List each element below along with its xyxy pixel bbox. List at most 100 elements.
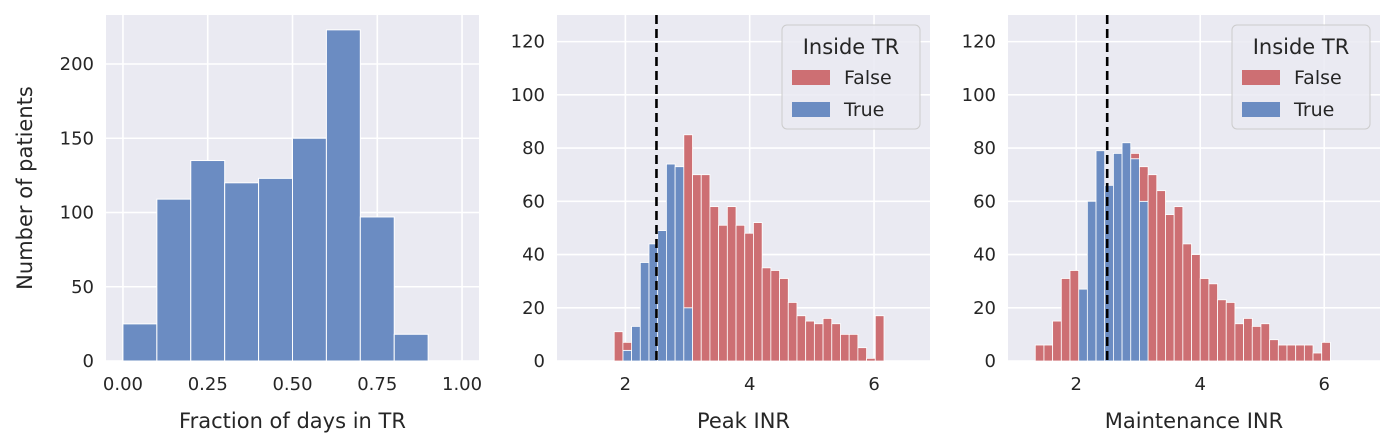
bar-inside-tr-false	[1165, 214, 1175, 362]
x-tick-label: 4	[1194, 374, 1205, 395]
bar-inside-tr-false	[1208, 283, 1218, 362]
x-tick-label: 0.00	[103, 374, 143, 395]
bar-inside-tr-false	[1139, 166, 1149, 202]
x-axis-label: Peak INR	[697, 409, 790, 433]
bar-inside-tr-false	[1225, 302, 1236, 362]
bar-inside-tr-false	[700, 174, 711, 362]
y-tick-label: 120	[962, 32, 996, 53]
bar-inside-tr-false	[1277, 344, 1288, 362]
bar-inside-tr-false	[779, 278, 789, 362]
y-tick-label: 200	[60, 54, 94, 75]
legend-swatch-false	[1242, 70, 1280, 85]
y-tick-label: 0	[534, 351, 545, 372]
histogram-bar	[122, 323, 158, 362]
bar-inside-tr-false	[1052, 320, 1062, 362]
bar-inside-tr-false	[753, 222, 763, 362]
bars	[1034, 142, 1331, 362]
bar-inside-tr-false	[1043, 344, 1054, 362]
legend-swatch-true	[792, 102, 830, 117]
bar-inside-tr-true	[674, 166, 685, 362]
y-tick-label: 40	[973, 245, 996, 266]
tick-labels: 0.00 0.25 0.50 0.75 1.00 0 50 100 150 200	[60, 54, 482, 395]
x-tick-label: 2	[1070, 374, 1081, 395]
y-tick-label: 80	[973, 138, 996, 159]
bars	[613, 134, 885, 362]
bar-inside-tr-true	[1113, 152, 1123, 362]
y-tick-label: 100	[962, 85, 996, 106]
bar-inside-tr-false	[848, 333, 859, 362]
bar-inside-tr-false	[1234, 323, 1245, 362]
y-tick-label: 0	[985, 351, 996, 372]
histogram-fraction-days-in-tr: 0.00 0.25 0.50 0.75 1.00 0 50 100 150 200 Fractio…	[13, 15, 482, 433]
legend-label-false: False	[1294, 67, 1342, 89]
legend-swatch-false	[792, 70, 830, 85]
y-tick-label: 80	[522, 138, 545, 159]
bar-inside-tr-false	[1156, 190, 1166, 362]
bar-inside-tr-false	[1191, 254, 1201, 362]
bar-inside-tr-false	[770, 270, 780, 362]
bar-inside-tr-false	[1069, 270, 1080, 362]
bar-inside-tr-false	[822, 318, 833, 362]
bar-inside-tr-false	[692, 174, 702, 362]
histogram-bar	[325, 29, 361, 362]
x-tick-label: 6	[868, 374, 879, 395]
x-tick-label: 6	[1318, 374, 1329, 395]
bar-inside-tr-false	[1217, 299, 1227, 362]
y-tick-label: 0	[83, 351, 94, 372]
bar-inside-tr-false	[805, 320, 815, 362]
histogram-bar	[258, 177, 294, 362]
y-tick-label: 20	[973, 298, 996, 319]
histogram-bar	[224, 182, 260, 362]
bar-inside-tr-false	[796, 315, 807, 362]
histogram-bar	[292, 137, 327, 362]
x-tick-label: 0.25	[188, 374, 228, 395]
histogram-bar	[156, 198, 192, 362]
bar-inside-tr-false	[1260, 323, 1271, 362]
bar-inside-tr-true	[1078, 288, 1088, 362]
bar-inside-tr-false	[744, 232, 754, 362]
histogram-bar	[359, 216, 395, 362]
legend-title: Inside TR	[1253, 35, 1350, 59]
y-tick-label: 120	[511, 32, 545, 53]
bar-inside-tr-false	[1295, 344, 1305, 362]
histogram-bar	[190, 160, 226, 362]
bar-inside-tr-false	[613, 331, 624, 362]
bar-inside-tr-true	[683, 307, 693, 362]
x-axis-label: Fraction of days in TR	[179, 409, 406, 433]
bar-inside-tr-true	[622, 349, 633, 362]
bar-inside-tr-false	[683, 134, 693, 309]
bar-inside-tr-false	[1243, 318, 1253, 362]
bar-inside-tr-false	[866, 357, 876, 362]
legend: Inside TR False True	[781, 24, 921, 130]
y-tick-label: 100	[60, 203, 94, 224]
bar-inside-tr-false	[1303, 344, 1314, 362]
bar-inside-tr-false	[735, 224, 746, 362]
y-tick-label: 50	[71, 277, 94, 298]
y-tick-label: 100	[511, 85, 545, 106]
bar-inside-tr-false	[1312, 352, 1323, 362]
x-tick-label: 0.75	[357, 374, 397, 395]
bar-inside-tr-true	[666, 163, 676, 362]
legend-title: Inside TR	[803, 35, 900, 59]
legend-label-true: True	[843, 99, 884, 121]
bars	[122, 29, 429, 362]
bar-inside-tr-false	[761, 267, 772, 362]
bar-inside-tr-false	[1286, 344, 1297, 362]
bar-inside-tr-false	[840, 333, 850, 362]
y-tick-label: 20	[522, 298, 545, 319]
x-tick-label: 1.00	[442, 374, 482, 395]
y-tick-label: 60	[522, 191, 545, 212]
bar-inside-tr-false	[787, 302, 798, 362]
bar-inside-tr-false	[1199, 278, 1210, 362]
bar-inside-tr-false	[1060, 278, 1071, 362]
histogram-bar	[393, 333, 429, 362]
bar-inside-tr-true	[639, 262, 650, 362]
bar-inside-tr-false	[1130, 152, 1140, 160]
bar-inside-tr-false	[831, 323, 841, 362]
bar-inside-tr-false	[857, 347, 867, 362]
bar-inside-tr-false	[1034, 344, 1045, 362]
bar-inside-tr-true	[1086, 200, 1097, 362]
bar-inside-tr-false	[1269, 339, 1279, 362]
